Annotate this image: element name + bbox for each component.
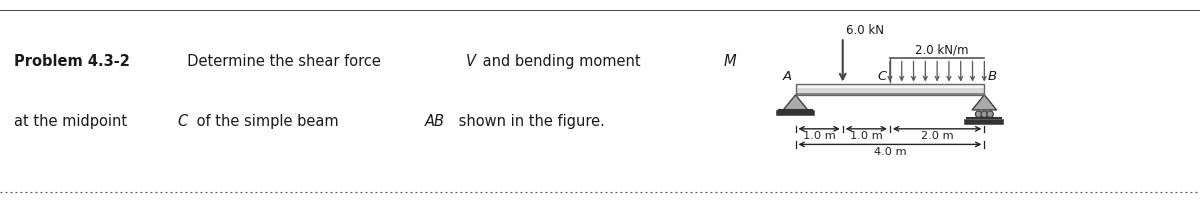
- Polygon shape: [784, 95, 808, 110]
- Text: 4.0 m: 4.0 m: [874, 146, 906, 156]
- Polygon shape: [972, 95, 997, 110]
- Text: AB: AB: [425, 113, 445, 128]
- Circle shape: [982, 111, 988, 118]
- Text: M: M: [724, 54, 737, 68]
- Text: 1.0 m: 1.0 m: [850, 131, 883, 141]
- Circle shape: [976, 111, 982, 118]
- Text: shown in the figure.: shown in the figure.: [454, 113, 605, 128]
- Text: 6.0 kN: 6.0 kN: [846, 24, 884, 37]
- Text: 2.0 kN/m: 2.0 kN/m: [916, 43, 968, 56]
- Polygon shape: [796, 87, 984, 94]
- Text: of the simple beam: of the simple beam: [192, 113, 343, 128]
- Text: at the midpoint: at the midpoint: [14, 113, 132, 128]
- Text: C: C: [878, 70, 887, 83]
- Circle shape: [986, 111, 994, 118]
- Text: V: V: [466, 54, 475, 68]
- Text: Problem 4.3-2: Problem 4.3-2: [14, 54, 131, 68]
- Text: and bending moment: and bending moment: [478, 54, 644, 68]
- Text: A: A: [784, 70, 792, 83]
- Text: Determine the shear force: Determine the shear force: [178, 54, 385, 68]
- Text: B: B: [988, 70, 997, 83]
- Text: C: C: [178, 113, 188, 128]
- Polygon shape: [796, 85, 984, 87]
- Polygon shape: [796, 94, 984, 95]
- Text: 1.0 m: 1.0 m: [803, 131, 835, 141]
- Text: 2.0 m: 2.0 m: [920, 131, 954, 141]
